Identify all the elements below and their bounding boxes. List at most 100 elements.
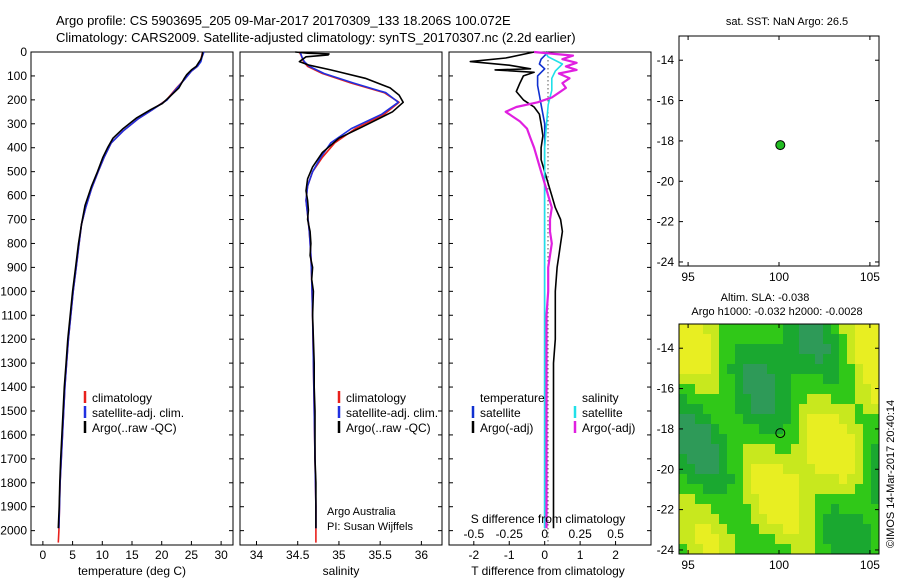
map-x-tick-label: 100 bbox=[769, 558, 789, 572]
heatmap-cell bbox=[775, 504, 784, 515]
heatmap-cell bbox=[735, 464, 744, 475]
difference-axes bbox=[448, 51, 652, 546]
depth-tick-label: 100 bbox=[7, 69, 27, 83]
heatmap-cell bbox=[823, 474, 832, 485]
heatmap-cell bbox=[855, 474, 864, 485]
x-tick-label: 1 bbox=[577, 548, 584, 562]
heatmap-cell bbox=[775, 404, 784, 415]
heatmap-cell bbox=[775, 454, 784, 465]
heatmap-cell bbox=[743, 524, 752, 535]
series-line-climatology bbox=[298, 51, 400, 543]
heatmap-cell bbox=[839, 514, 848, 525]
heatmap-cell bbox=[783, 404, 792, 415]
depth-tick-label: 300 bbox=[7, 117, 27, 131]
heatmap-cell bbox=[863, 494, 872, 505]
heatmap-cell bbox=[695, 324, 704, 335]
map-x-tick-label: 95 bbox=[681, 558, 695, 572]
heatmap-cell bbox=[823, 434, 832, 445]
heatmap-cell bbox=[807, 354, 816, 365]
map-x-tick-label: 95 bbox=[681, 270, 695, 284]
heatmap-cell bbox=[847, 444, 856, 455]
heatmap-cell bbox=[871, 374, 880, 385]
heatmap-cell bbox=[815, 404, 824, 415]
heatmap-cell bbox=[775, 324, 784, 335]
heatmap-cell bbox=[727, 334, 736, 345]
heatmap-cell bbox=[759, 484, 768, 495]
heatmap-cell bbox=[687, 484, 696, 495]
heatmap-cell bbox=[703, 544, 712, 555]
heatmap-cell bbox=[751, 534, 760, 545]
heatmap-cell bbox=[807, 364, 816, 375]
heatmap-cell bbox=[791, 514, 800, 525]
heatmap-cell bbox=[799, 394, 808, 405]
heatmap-cell bbox=[687, 544, 696, 555]
heatmap-cell bbox=[815, 334, 824, 345]
depth-tick-label: 900 bbox=[7, 260, 27, 274]
heatmap-cell bbox=[719, 504, 728, 515]
heatmap-cell bbox=[727, 504, 736, 515]
series-line-argo-raw-qc- bbox=[295, 51, 405, 529]
depth-tick-label: 0 bbox=[20, 45, 27, 59]
heatmap-cell bbox=[767, 484, 776, 495]
heatmap-cell bbox=[839, 344, 848, 355]
depth-tick-label: 1800 bbox=[0, 476, 27, 490]
heatmap-cell bbox=[871, 434, 880, 445]
heatmap-cell bbox=[783, 504, 792, 515]
heatmap-cell bbox=[831, 404, 840, 415]
heatmap-cell bbox=[711, 434, 720, 445]
heatmap-cell bbox=[711, 474, 720, 485]
heatmap-cell bbox=[775, 384, 784, 395]
heatmap-cell bbox=[807, 344, 816, 355]
heatmap-cell bbox=[799, 404, 808, 415]
top-x-tick-label: 0 bbox=[541, 527, 548, 541]
heatmap-cell bbox=[743, 354, 752, 365]
heatmap-cell bbox=[863, 514, 872, 525]
temperature-panel: 0100200300400500600700800900100011001200… bbox=[0, 45, 234, 578]
heatmap-cell bbox=[767, 444, 776, 455]
heatmap-cell bbox=[743, 544, 752, 555]
heatmap-cell bbox=[751, 404, 760, 415]
heatmap-cell bbox=[831, 364, 840, 375]
heatmap-cell bbox=[807, 474, 816, 485]
heatmap-cell bbox=[775, 484, 784, 495]
heatmap-cell bbox=[863, 434, 872, 445]
map-y-tick-label: -14 bbox=[657, 341, 675, 355]
altimetry-map-point bbox=[775, 428, 786, 439]
heatmap-cell bbox=[847, 474, 856, 485]
heatmap-cell bbox=[823, 464, 832, 475]
imos-credit: ©IMOS 14-Mar-2017 20:40:14 bbox=[885, 400, 897, 548]
heatmap-cell bbox=[695, 394, 704, 405]
heatmap-cell bbox=[759, 324, 768, 335]
heatmap-cell bbox=[847, 424, 856, 435]
series-line-temperature-argo-adj- bbox=[469, 51, 564, 529]
heatmap-cell bbox=[695, 484, 704, 495]
heatmap-cell bbox=[703, 354, 712, 365]
heatmap-cell bbox=[695, 544, 704, 555]
heatmap-cell bbox=[791, 534, 800, 545]
depth-tick-label: 2000 bbox=[0, 524, 27, 538]
heatmap-cell bbox=[855, 364, 864, 375]
heatmap-cell bbox=[839, 384, 848, 395]
heatmap-cell bbox=[767, 474, 776, 485]
heatmap-cell bbox=[735, 374, 744, 385]
heatmap-cell bbox=[831, 454, 840, 465]
heatmap-cell bbox=[783, 384, 792, 395]
depth-axis: 0 100 200 300 400 500 600 700 800 900 1000 1100 1200… bbox=[0, 45, 27, 538]
heatmap-cell bbox=[719, 334, 728, 345]
heatmap-cell bbox=[719, 544, 728, 555]
heatmap-cell bbox=[871, 494, 880, 505]
depth-tick-label: 400 bbox=[7, 141, 27, 155]
heatmap-cell bbox=[695, 364, 704, 375]
map-y-tick-label: -24 bbox=[657, 543, 675, 557]
heatmap-cell bbox=[703, 344, 712, 355]
heatmap-cell bbox=[711, 404, 720, 415]
depth-tick-label: 1600 bbox=[0, 428, 27, 442]
heatmap-cell bbox=[743, 394, 752, 405]
heatmap-cell bbox=[807, 514, 816, 525]
heatmap-cell bbox=[863, 454, 872, 465]
heatmap-cell bbox=[815, 424, 824, 435]
heatmap-cell bbox=[863, 414, 872, 425]
heatmap-cell bbox=[743, 444, 752, 455]
depth-tick-label: 1000 bbox=[0, 284, 27, 298]
heatmap-cell bbox=[871, 384, 880, 395]
